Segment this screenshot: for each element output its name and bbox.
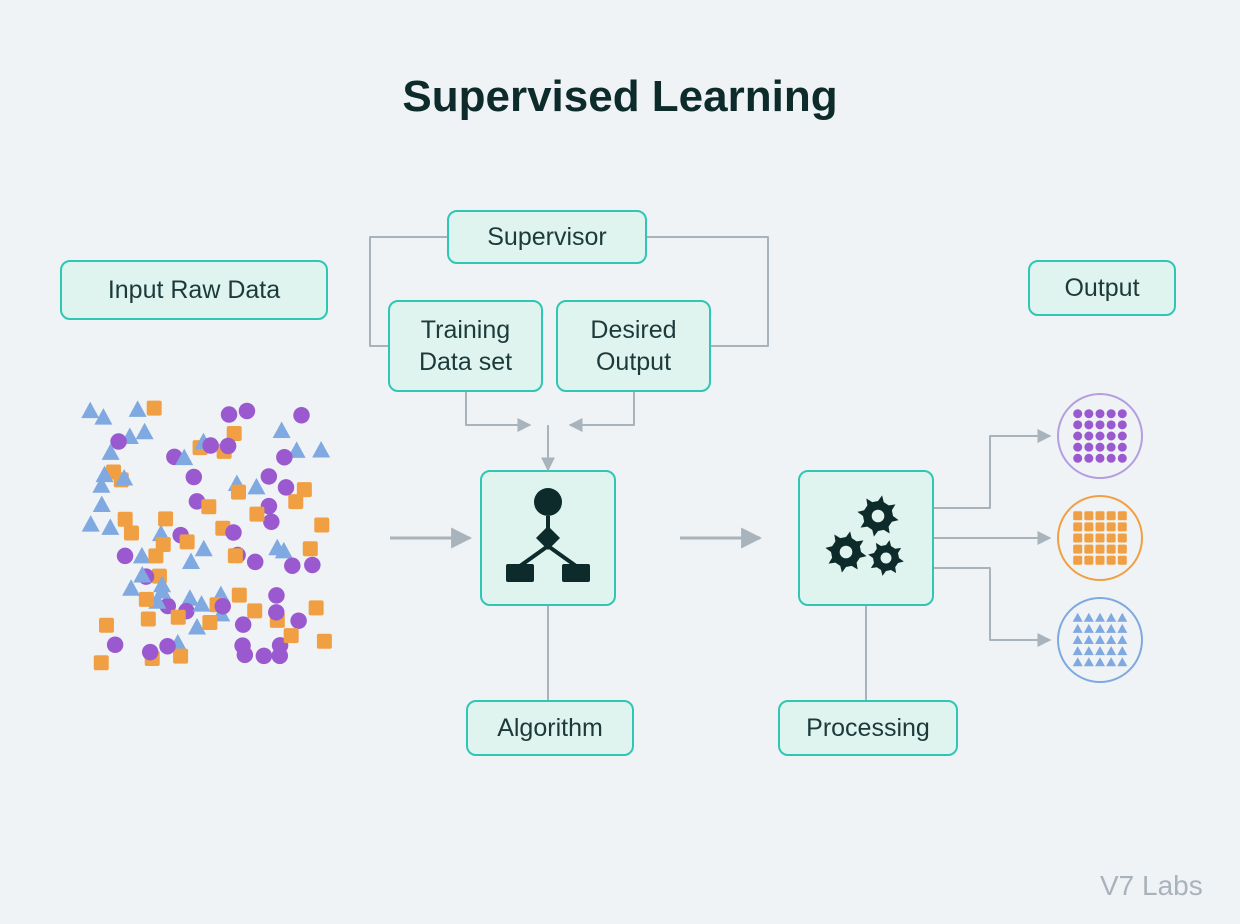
node-supervisor: Supervisor — [447, 210, 647, 264]
node-algorithm-label: Algorithm — [466, 700, 634, 756]
node-processing-label: Processing — [778, 700, 958, 756]
node-desired-output: Desired Output — [556, 300, 711, 392]
node-output: Output — [1028, 260, 1176, 316]
diagram-canvas — [0, 0, 1240, 924]
watermark-label: V7 Labs — [1100, 870, 1203, 902]
node-algorithm-icon-box — [480, 470, 616, 606]
diagram-title: Supervised Learning — [0, 72, 1240, 122]
node-training-data-set: Training Data set — [388, 300, 543, 392]
node-processing-icon-box — [798, 470, 934, 606]
node-input-raw-data: Input Raw Data — [60, 260, 328, 320]
